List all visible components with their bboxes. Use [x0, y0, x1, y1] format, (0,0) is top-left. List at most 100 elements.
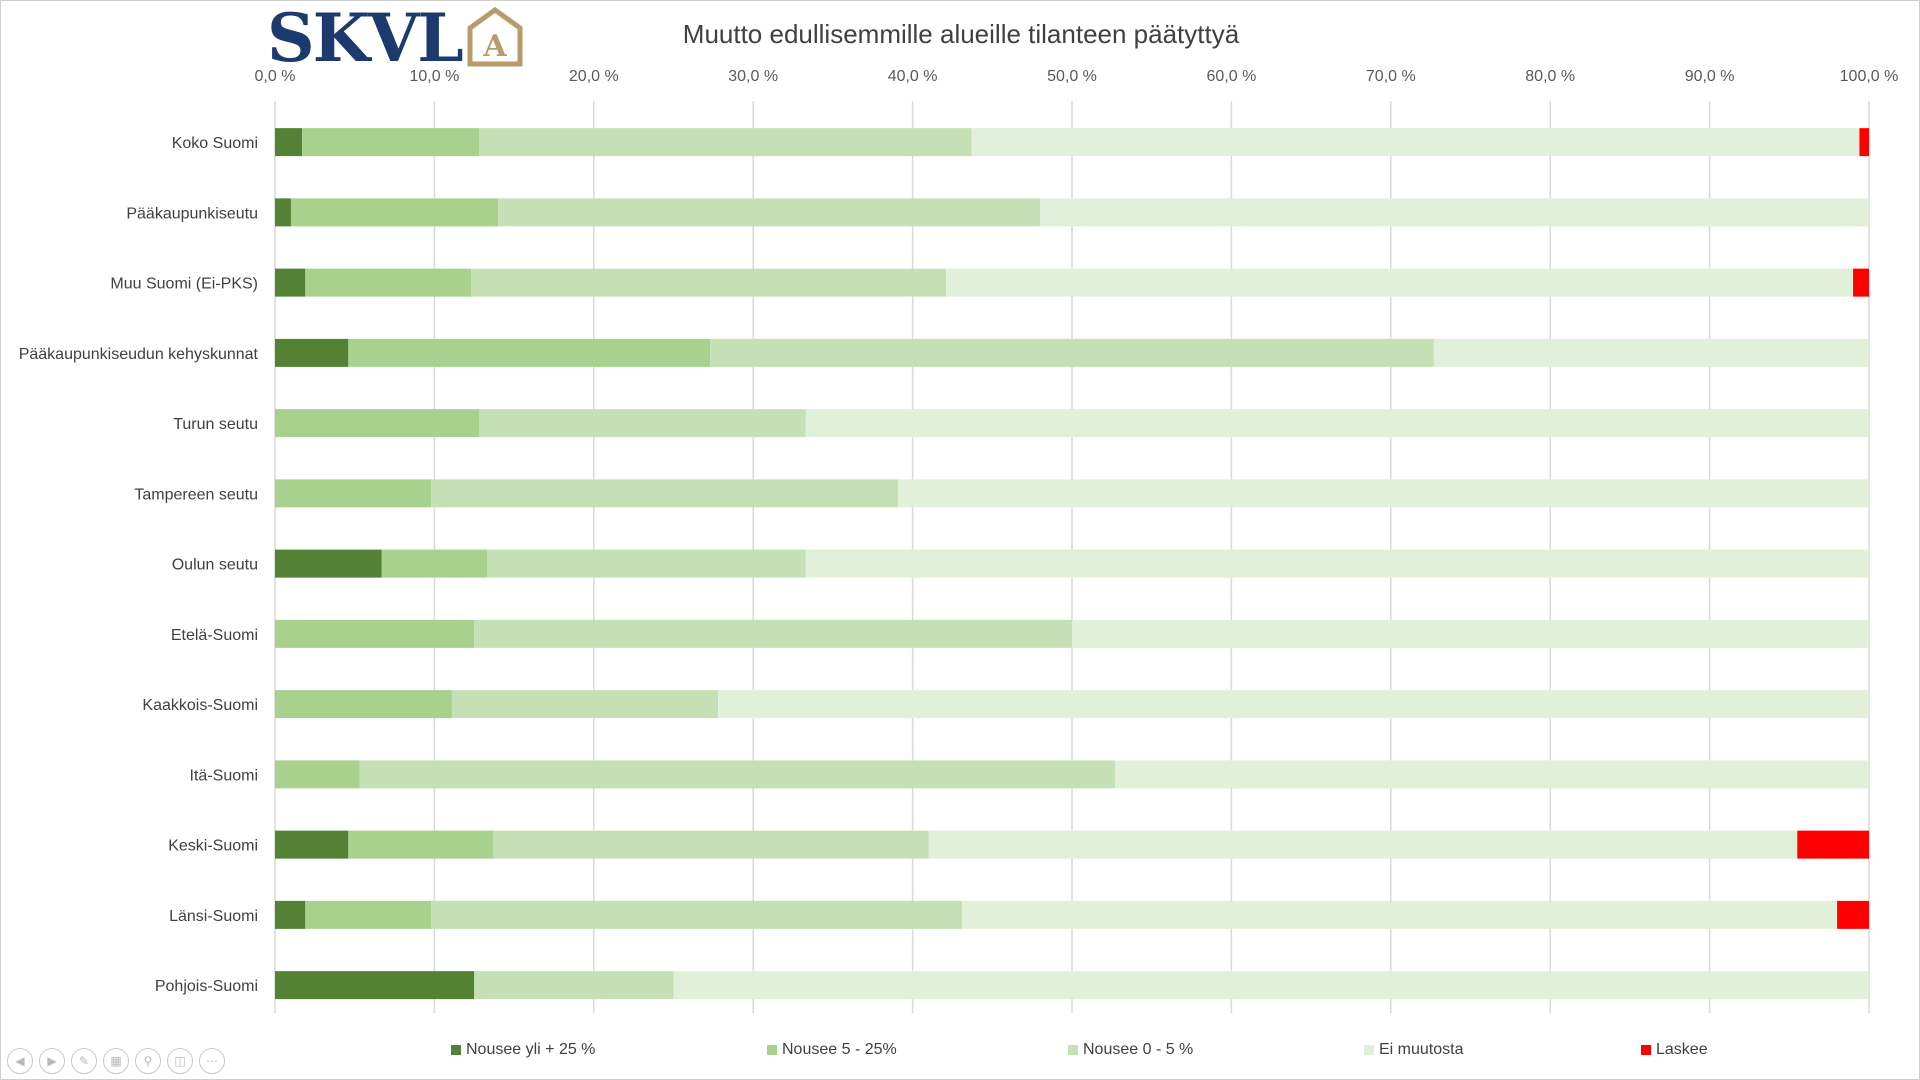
x-tick-label: 30,0 %	[728, 68, 778, 85]
bar-segment	[275, 690, 452, 719]
bar-segment	[290, 198, 499, 227]
legend-swatch	[1068, 1045, 1078, 1055]
stacked-bar-chart: 0,0 % 10,0 % 20,0 % 30,0 % 40,0 % 50,0 % 60,0 …	[19, 68, 1899, 1013]
bar-segment	[498, 198, 1041, 227]
bar-segment	[479, 128, 972, 157]
bar-segment	[1837, 900, 1869, 929]
subtitles-icon[interactable]: ◫	[167, 1048, 193, 1074]
zoom-icon[interactable]: ⚲	[135, 1048, 161, 1074]
legend-label: Nousee 5 - 25%	[782, 1041, 897, 1058]
bar-segment	[359, 760, 1116, 789]
legend-swatch	[767, 1045, 777, 1055]
bar-segment	[305, 900, 432, 929]
more-options-icon[interactable]: ⋯	[199, 1048, 225, 1074]
bar-segment	[275, 128, 303, 157]
category-label: Muu Suomi (Ei-PKS)	[110, 276, 258, 293]
bar-segment	[275, 268, 306, 297]
x-tick-label: 90,0 %	[1685, 68, 1735, 85]
pen-icon[interactable]: ✎	[71, 1048, 97, 1074]
bar-segment	[275, 338, 349, 367]
category-label: Pohjois-Suomi	[155, 978, 258, 995]
category-label: Kaakkois-Suomi	[142, 697, 258, 714]
bar-segment	[474, 619, 1072, 648]
bar-segment	[673, 971, 1869, 1000]
legend-label: Nousee 0 - 5 %	[1083, 1041, 1194, 1058]
x-tick-label: 40,0 %	[888, 68, 938, 85]
x-tick-label: 80,0 %	[1525, 68, 1575, 85]
x-tick-label: 70,0 %	[1366, 68, 1416, 85]
legend-item: Nousee yli + 25 %	[451, 1041, 595, 1059]
skvl-logo: SKVL A	[267, 3, 524, 73]
category-label: Keski-Suomi	[168, 838, 258, 855]
legend-item: Ei muutosta	[1364, 1041, 1463, 1059]
x-tick-label: 20,0 %	[569, 68, 619, 85]
bar-segment	[275, 479, 432, 508]
category-label: Tampereen seutu	[134, 486, 258, 503]
category-label: Pääkaupunkiseudun kehyskunnat	[19, 346, 259, 363]
bar-segment	[1040, 198, 1869, 227]
legend-label: Ei muutosta	[1379, 1041, 1464, 1058]
logo-text: SKVL	[267, 0, 464, 77]
legend-swatch	[451, 1045, 461, 1055]
bar-segment	[710, 338, 1434, 367]
bar-segment	[493, 830, 929, 859]
legend-label: Laskee	[1656, 1041, 1708, 1058]
bar-segment	[487, 549, 806, 578]
bar-segment	[275, 549, 382, 578]
bar-segment	[275, 830, 349, 859]
bar-segment	[1072, 619, 1869, 648]
x-tick-label: 0,0 %	[255, 68, 296, 85]
bar-segment	[474, 971, 674, 1000]
bar-segment	[805, 549, 1869, 578]
bar-segment	[275, 900, 306, 929]
next-slide-icon[interactable]: ▶	[39, 1048, 65, 1074]
bar-segment	[1115, 760, 1869, 789]
bar-segment	[962, 900, 1838, 929]
bar-segment	[302, 128, 480, 157]
bar-segment	[275, 760, 360, 789]
bar-segment	[946, 268, 1854, 297]
bar-segment	[479, 409, 806, 438]
category-label: Turun seutu	[173, 416, 258, 433]
category-label: Pääkaupunkiseutu	[126, 205, 258, 222]
bar-segment	[431, 900, 963, 929]
x-tick-label: 100,0 %	[1840, 68, 1899, 85]
bar-segment	[381, 549, 488, 578]
previous-slide-icon[interactable]: ◀	[7, 1048, 33, 1074]
bar-segment	[928, 830, 1798, 859]
bar-segment	[348, 338, 711, 367]
logo-house-icon: A	[467, 6, 523, 67]
bar-segment	[1859, 128, 1869, 157]
legend-item: Nousee 0 - 5 %	[1068, 1041, 1193, 1059]
logo-mark-letter: A	[482, 29, 507, 64]
category-label: Länsi-Suomi	[169, 908, 258, 925]
bar-segment	[1853, 268, 1869, 297]
bar-segment	[971, 128, 1860, 157]
see-all-slides-icon[interactable]: ▦	[103, 1048, 129, 1074]
category-label: Etelä-Suomi	[171, 627, 258, 644]
bar-segment	[471, 268, 947, 297]
bar-segment	[348, 830, 494, 859]
legend-swatch	[1641, 1045, 1651, 1055]
bar-segment	[305, 268, 472, 297]
bar-segment	[805, 409, 1869, 438]
chart-legend: Nousee yli + 25 % Nousee 5 - 25% Nousee 0 …	[1, 1041, 1920, 1065]
bar-segment	[898, 479, 1869, 508]
chart-title: Muutto edullisemmille alueille tilanteen…	[682, 19, 1240, 49]
bar-segment	[275, 409, 480, 438]
bar-segment	[431, 479, 899, 508]
legend-item: Laskee	[1641, 1041, 1708, 1059]
slideshow-toolbar: ◀ ▶ ✎ ▦ ⚲ ◫ ⋯	[7, 1048, 225, 1074]
x-tick-label: 50,0 %	[1047, 68, 1097, 85]
category-label: Oulun seutu	[172, 557, 258, 574]
legend-swatch	[1364, 1045, 1374, 1055]
category-label: Koko Suomi	[172, 135, 258, 152]
x-tick-label: 60,0 %	[1206, 68, 1256, 85]
bar-segment	[1433, 338, 1869, 367]
x-tick-label: 10,0 %	[409, 68, 459, 85]
bar-segment	[1797, 830, 1869, 859]
bar-segment	[718, 690, 1869, 719]
legend-label: Nousee yli + 25 %	[466, 1041, 596, 1058]
bar-segment	[451, 690, 719, 719]
